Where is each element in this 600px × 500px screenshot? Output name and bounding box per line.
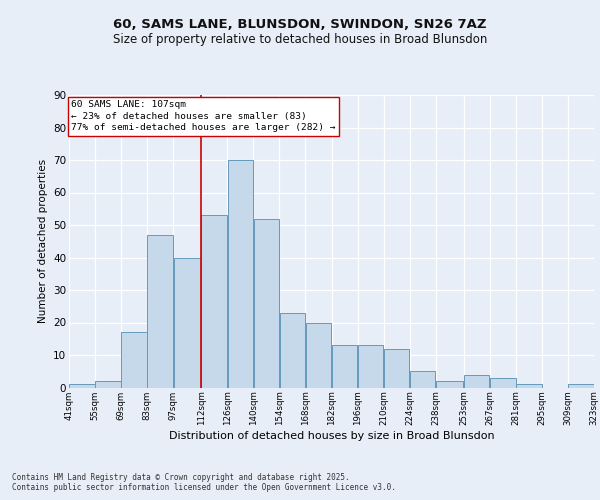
Bar [358, 345, 383, 388]
Bar [227, 160, 253, 388]
Bar [280, 313, 305, 388]
Bar [410, 371, 436, 388]
Bar [121, 332, 147, 388]
X-axis label: Distribution of detached houses by size in Broad Blunsdon: Distribution of detached houses by size … [169, 430, 494, 440]
Bar [254, 218, 279, 388]
Bar [332, 345, 357, 388]
Text: 60, SAMS LANE, BLUNSDON, SWINDON, SN26 7AZ: 60, SAMS LANE, BLUNSDON, SWINDON, SN26 7… [113, 18, 487, 30]
Bar [95, 381, 121, 388]
Bar [148, 235, 173, 388]
Text: 60 SAMS LANE: 107sqm
← 23% of detached houses are smaller (83)
77% of semi-detac: 60 SAMS LANE: 107sqm ← 23% of detached h… [71, 100, 335, 132]
Y-axis label: Number of detached properties: Number of detached properties [38, 159, 47, 324]
Bar [306, 322, 331, 388]
Text: Size of property relative to detached houses in Broad Blunsdon: Size of property relative to detached ho… [113, 32, 487, 46]
Bar [516, 384, 542, 388]
Bar [173, 258, 201, 388]
Bar [436, 381, 463, 388]
Bar [384, 348, 409, 388]
Bar [490, 378, 515, 388]
Bar [568, 384, 594, 388]
Bar [464, 374, 490, 388]
Bar [202, 215, 227, 388]
Text: Contains HM Land Registry data © Crown copyright and database right 2025.
Contai: Contains HM Land Registry data © Crown c… [12, 473, 396, 492]
Bar [69, 384, 95, 388]
